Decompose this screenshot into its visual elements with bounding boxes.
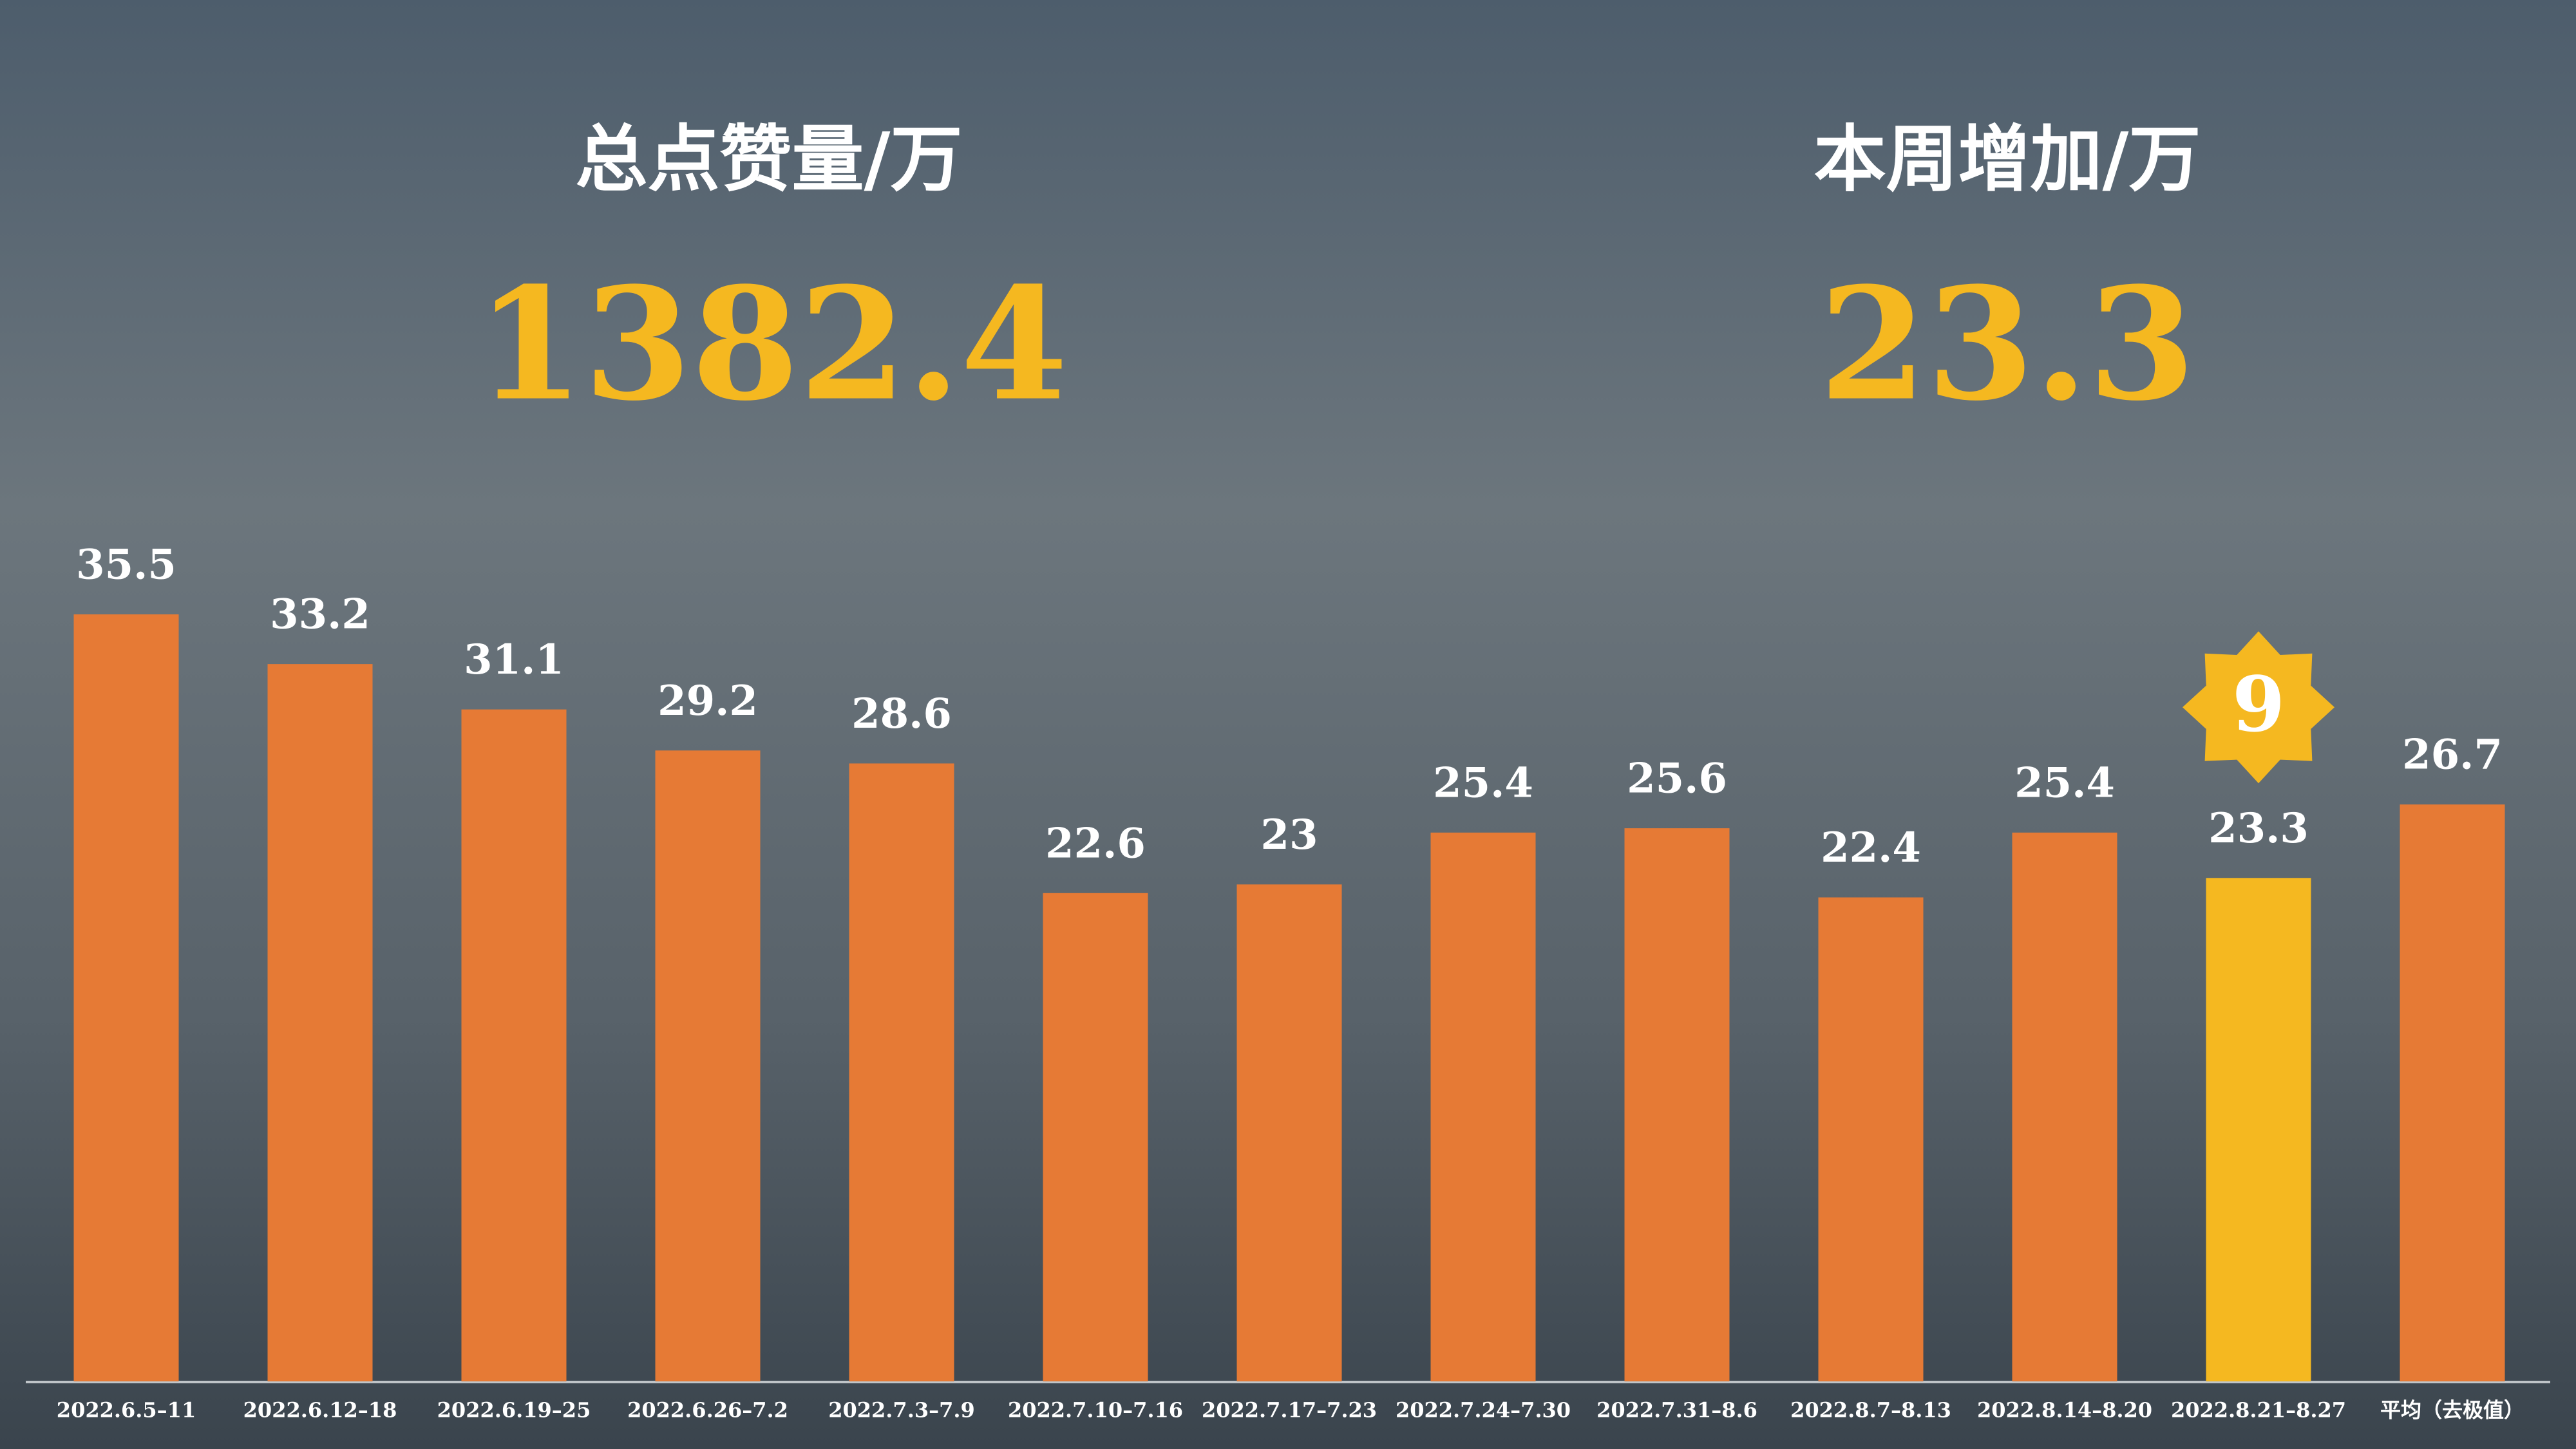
x-tick-label: 2022.7.17–7.23 (1202, 1398, 1377, 1423)
x-tick-label: 2022.6.19–25 (437, 1398, 591, 1423)
bar (849, 763, 954, 1381)
x-tick-label: 2022.8.14–8.20 (1977, 1398, 2152, 1423)
value-label: 22.6 (1045, 819, 1146, 867)
bar (655, 750, 761, 1381)
bar (461, 709, 567, 1381)
value-label: 35.5 (76, 540, 176, 589)
x-tick-label: 2022.8.21–8.27 (2171, 1398, 2346, 1423)
badge-star (2183, 631, 2334, 784)
x-tick-label: 2022.7.24–7.30 (1396, 1398, 1571, 1423)
value-label: 29.2 (658, 677, 758, 725)
x-tick-label: 2022.6.26–7.2 (627, 1398, 788, 1423)
bar (1624, 828, 1730, 1381)
value-label: 25.4 (2014, 759, 2115, 807)
x-tick-label: 平均（去极值） (2380, 1398, 2524, 1423)
value-label: 25.4 (1433, 759, 1533, 807)
bar (2206, 878, 2311, 1381)
stat-label: 本周增加/万 (1814, 118, 2201, 202)
value-label: 23 (1260, 811, 1318, 859)
value-label: 28.6 (851, 690, 952, 738)
badge-label: 9 (2232, 659, 2285, 749)
bar (1818, 897, 1924, 1381)
x-tick-label: 2022.7.31–8.6 (1596, 1398, 1757, 1423)
x-tick-label: 2022.8.7–8.13 (1790, 1398, 1951, 1423)
value-label: 33.2 (270, 591, 370, 639)
x-tick-label: 2022.7.3–7.9 (828, 1398, 975, 1423)
value-label: 26.7 (2402, 731, 2503, 779)
stat-value: 1382.4 (477, 254, 1068, 435)
stat-label: 总点赞量/万 (576, 118, 963, 202)
bar (1236, 884, 1342, 1381)
bar (73, 614, 179, 1381)
value-label: 23.3 (2208, 804, 2309, 853)
stat-value: 23.3 (1819, 254, 2196, 435)
bar (267, 664, 373, 1381)
x-tick-label: 2022.6.12–18 (243, 1398, 397, 1423)
value-label: 31.1 (464, 636, 564, 684)
value-label: 22.4 (1821, 824, 1921, 872)
x-tick-label: 2022.6.5–11 (57, 1398, 196, 1423)
bar (1043, 893, 1148, 1381)
x-tick-label: 2022.7.10–7.16 (1008, 1398, 1183, 1423)
bar (1430, 832, 1536, 1381)
value-label: 25.6 (1627, 755, 1727, 803)
bar (2400, 804, 2505, 1381)
bar (2012, 832, 2117, 1381)
